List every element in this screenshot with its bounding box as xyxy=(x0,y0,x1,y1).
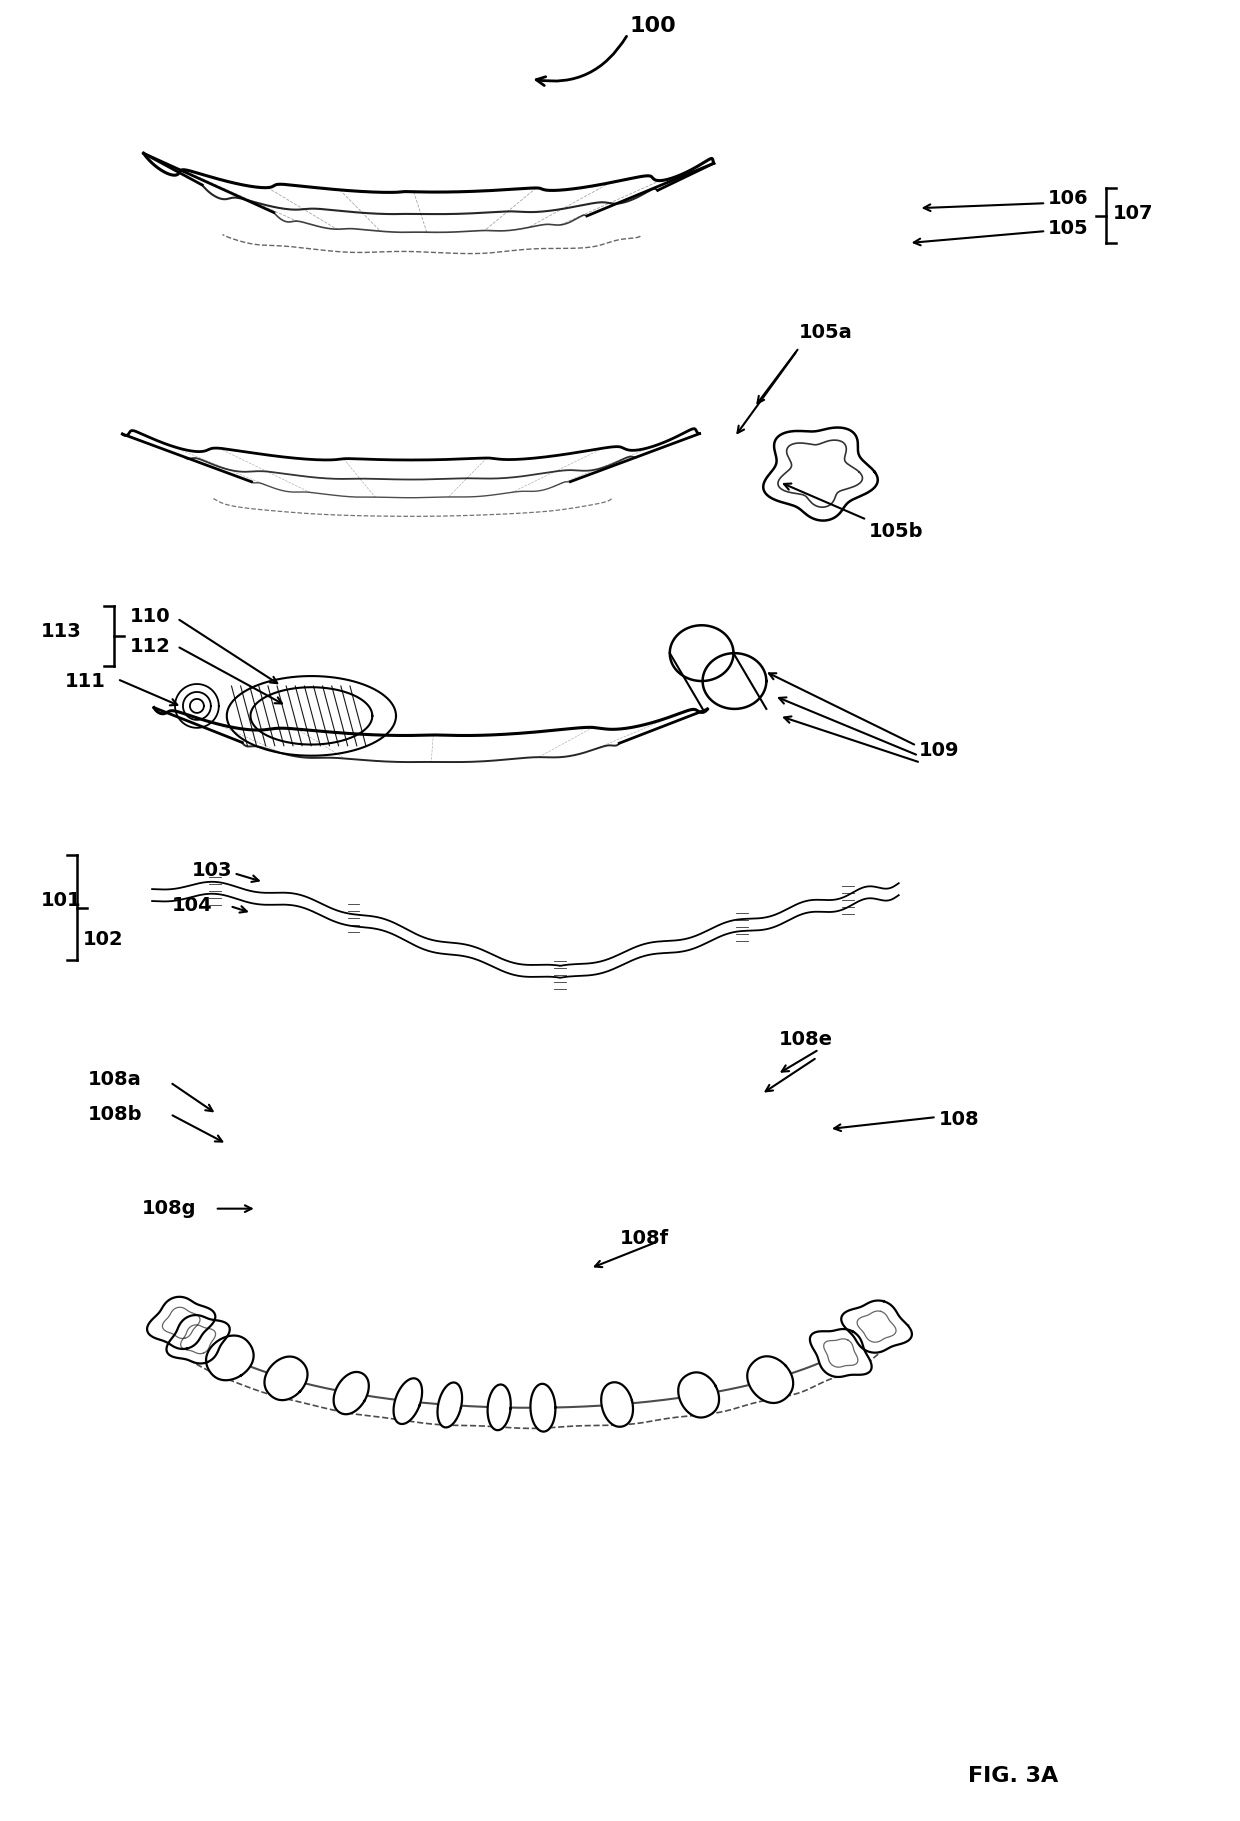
Text: 113: 113 xyxy=(41,621,82,641)
Text: 105b: 105b xyxy=(869,523,924,541)
Text: 108g: 108g xyxy=(143,1200,197,1218)
Text: 102: 102 xyxy=(82,931,123,949)
Polygon shape xyxy=(264,1357,308,1400)
Text: 108a: 108a xyxy=(87,1069,141,1089)
Text: FIG. 3A: FIG. 3A xyxy=(968,1766,1059,1786)
Text: 106: 106 xyxy=(1048,189,1089,208)
Polygon shape xyxy=(810,1329,872,1377)
Text: 108: 108 xyxy=(939,1109,980,1129)
Polygon shape xyxy=(748,1357,794,1402)
Text: 108f: 108f xyxy=(620,1229,670,1247)
Text: 101: 101 xyxy=(41,890,82,909)
Text: 105a: 105a xyxy=(800,322,853,342)
Text: 100: 100 xyxy=(630,16,677,36)
Polygon shape xyxy=(841,1300,911,1353)
Polygon shape xyxy=(670,625,734,681)
Polygon shape xyxy=(678,1373,719,1417)
Polygon shape xyxy=(531,1384,556,1431)
Polygon shape xyxy=(166,1315,229,1364)
Polygon shape xyxy=(438,1382,463,1428)
Text: 112: 112 xyxy=(130,637,171,656)
Text: 105: 105 xyxy=(1048,219,1089,237)
Text: 110: 110 xyxy=(130,606,171,626)
Polygon shape xyxy=(206,1335,254,1380)
Text: 108b: 108b xyxy=(87,1105,141,1124)
Text: 103: 103 xyxy=(192,861,232,880)
Polygon shape xyxy=(393,1378,422,1424)
Text: 104: 104 xyxy=(172,896,212,914)
Polygon shape xyxy=(601,1382,632,1428)
Text: 108e: 108e xyxy=(779,1031,833,1049)
Text: 107: 107 xyxy=(1112,204,1153,222)
Polygon shape xyxy=(703,654,766,708)
Polygon shape xyxy=(334,1371,368,1415)
Text: 109: 109 xyxy=(919,741,960,759)
Text: 111: 111 xyxy=(64,672,105,690)
Polygon shape xyxy=(148,1297,216,1349)
Polygon shape xyxy=(487,1384,511,1429)
